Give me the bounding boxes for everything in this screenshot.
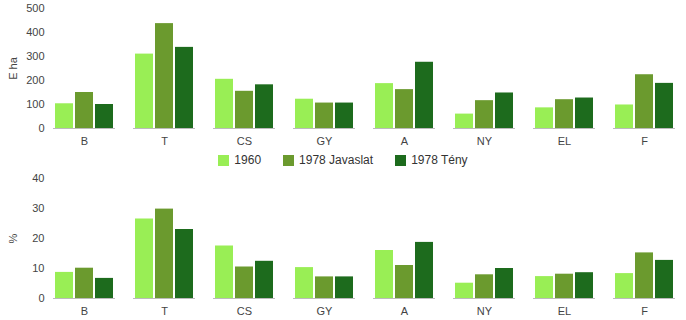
html-text:1960: 1960 (234, 153, 262, 167)
svg-text:NY: NY (477, 305, 493, 317)
svg-text:10: 10 (32, 262, 44, 274)
svg-text:B: B (81, 305, 88, 317)
svg-text:300: 300 (26, 50, 44, 62)
svg-text:500: 500 (26, 2, 44, 14)
svg-text:GY: GY (317, 305, 334, 317)
svg-text:E ha: E ha (7, 56, 19, 80)
svg-text:NY: NY (477, 135, 493, 147)
svg-text:T: T (161, 305, 168, 317)
svg-text:CS: CS (237, 305, 252, 317)
svg-text:0: 0 (38, 122, 44, 134)
svg-text:T: T (161, 135, 168, 147)
svg-text:30: 30 (32, 202, 44, 214)
svg-text:CS: CS (237, 135, 252, 147)
svg-text:EL: EL (558, 305, 571, 317)
svg-text:EL: EL (558, 135, 571, 147)
svg-text:%: % (7, 233, 19, 243)
svg-text:A: A (401, 135, 409, 147)
svg-text:B: B (81, 135, 88, 147)
html-text:1978 Javaslat: 1978 Javaslat (299, 153, 374, 167)
html-text:1978 Tény: 1978 Tény (411, 153, 468, 167)
svg-text:400: 400 (26, 26, 44, 38)
svg-text:40: 40 (32, 172, 44, 184)
svg-text:20: 20 (32, 232, 44, 244)
svg-text:F: F (641, 135, 648, 147)
svg-text:0: 0 (38, 292, 44, 304)
svg-text:A: A (401, 305, 409, 317)
svg-text:200: 200 (26, 74, 44, 86)
svg-text:GY: GY (317, 135, 334, 147)
svg-text:F: F (641, 305, 648, 317)
svg-text:100: 100 (26, 98, 44, 110)
